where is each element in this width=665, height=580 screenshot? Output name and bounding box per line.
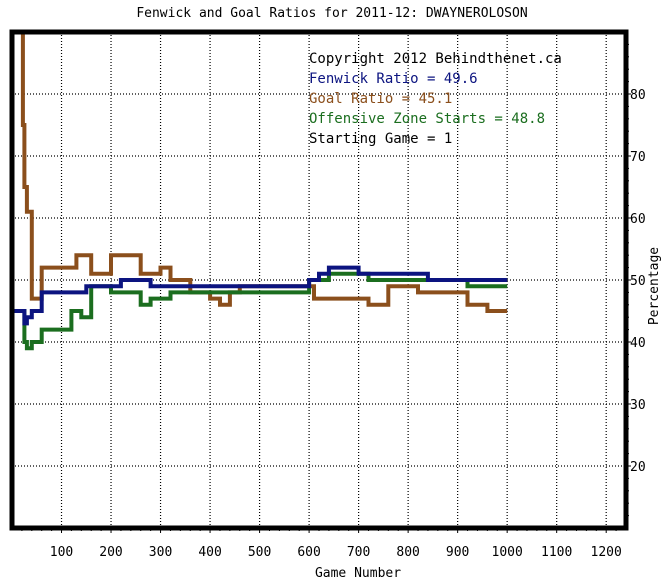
- legend-entry: Goal Ratio = 45.1: [309, 91, 452, 107]
- x-tick-label: 900: [446, 545, 469, 560]
- x-tick-label: 100: [50, 545, 73, 560]
- x-axis-label: Game Number: [315, 566, 401, 580]
- legend-entry: Copyright 2012 Behindthenet.ca: [309, 51, 562, 67]
- legend-entry: Fenwick Ratio = 49.6: [309, 71, 478, 87]
- y-tick-label: 60: [630, 212, 646, 227]
- y-tick-label: 40: [630, 336, 646, 351]
- x-tick-label: 600: [297, 545, 320, 560]
- x-tick-label: 1100: [541, 545, 572, 560]
- x-tick-label: 700: [347, 545, 370, 560]
- x-tick-label: 500: [248, 545, 271, 560]
- y-axis-label: Percentage: [647, 247, 662, 325]
- x-tick-label: 800: [396, 545, 419, 560]
- legend-entry: Offensive Zone Starts = 48.8: [309, 111, 545, 127]
- y-tick-label: 70: [630, 150, 646, 165]
- y-tick-label: 30: [630, 398, 646, 413]
- series-line-offensive-zone-starts: [12, 271, 508, 351]
- x-tick-label: 1000: [492, 545, 523, 560]
- x-axis-ticks: 100 200 300 400 500 600 700 800 900 1000 1100 1200: [21, 528, 622, 560]
- x-tick-label: 400: [198, 545, 221, 560]
- series-line-goal-ratio: [12, 30, 508, 313]
- series-line-fenwick-ratio: [12, 265, 508, 326]
- y-tick-label: 80: [630, 88, 646, 103]
- y-tick-label: 20: [630, 460, 646, 475]
- series-layer: [12, 30, 508, 351]
- legend: Copyright 2012 Behindthenet.ca Fenwick Ra…: [309, 51, 562, 147]
- x-tick-label: 1200: [591, 545, 622, 560]
- chart-title: Fenwick and Goal Ratios for 2011-12: DWA…: [136, 6, 527, 21]
- x-tick-label: 300: [149, 545, 172, 560]
- y-axis-ticks: 20 30 40 50 60 70 80: [626, 43, 646, 517]
- y-tick-label: 50: [630, 274, 646, 289]
- x-tick-label: 200: [99, 545, 122, 560]
- legend-entry: Starting Game = 1: [309, 131, 452, 147]
- grid: [12, 32, 626, 528]
